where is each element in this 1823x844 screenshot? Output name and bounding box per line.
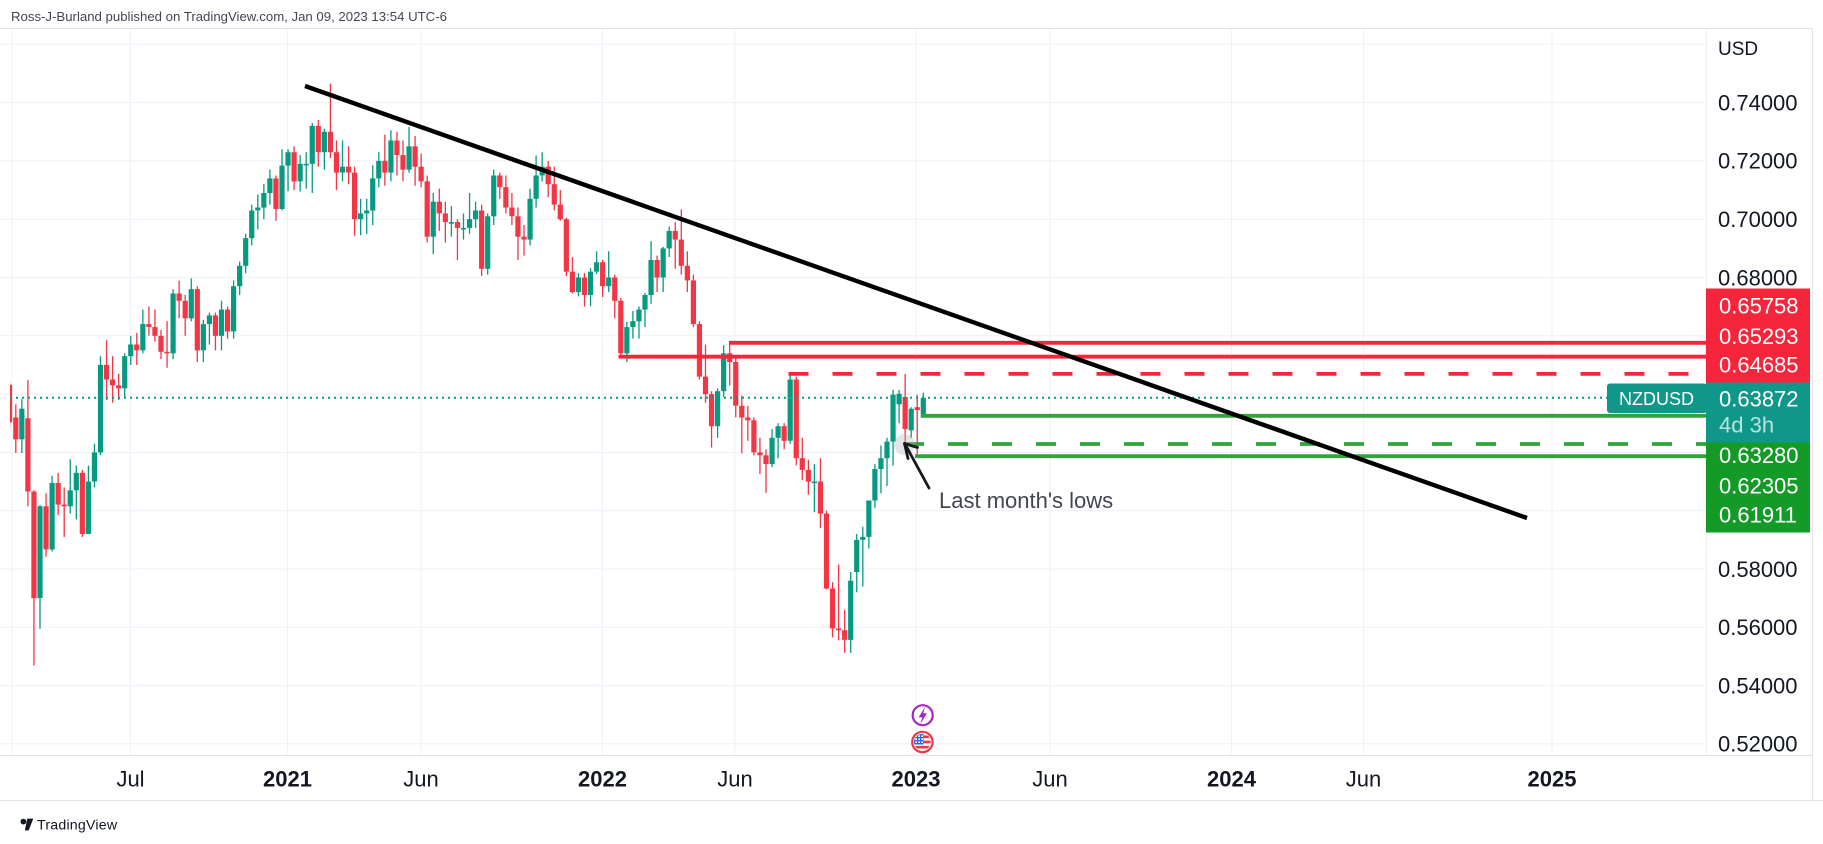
svg-text:0.65758: 0.65758 (1719, 293, 1799, 318)
svg-text:0.65293: 0.65293 (1719, 324, 1799, 349)
svg-text:Jul: Jul (116, 767, 144, 792)
svg-text:0.61911: 0.61911 (1719, 502, 1797, 527)
svg-text:0.63280: 0.63280 (1719, 443, 1799, 468)
svg-text:0.64685: 0.64685 (1719, 352, 1799, 377)
svg-text:2022: 2022 (578, 767, 627, 792)
svg-text:Jun: Jun (403, 767, 438, 792)
svg-text:0.74000: 0.74000 (1718, 90, 1798, 115)
svg-text:0.68000: 0.68000 (1718, 265, 1798, 290)
svg-text:2023: 2023 (892, 767, 941, 792)
svg-text:0.56000: 0.56000 (1718, 615, 1798, 640)
svg-text:2024: 2024 (1207, 767, 1257, 792)
svg-text:Jun: Jun (1032, 767, 1067, 792)
svg-text:0.70000: 0.70000 (1718, 207, 1798, 232)
svg-text:0.63872: 0.63872 (1719, 386, 1799, 411)
svg-text:4d 3h: 4d 3h (1719, 413, 1774, 438)
svg-text:USD: USD (1718, 39, 1758, 60)
svg-text:2021: 2021 (263, 767, 312, 792)
svg-text:2025: 2025 (1528, 767, 1577, 792)
svg-text:0.52000: 0.52000 (1718, 732, 1798, 757)
svg-text:Jun: Jun (717, 767, 752, 792)
svg-text:NZDUSD: NZDUSD (1619, 389, 1694, 409)
svg-text:Jun: Jun (1346, 767, 1381, 792)
svg-text:Last month's lows: Last month's lows (939, 488, 1113, 513)
svg-text:0.62305: 0.62305 (1719, 473, 1799, 498)
svg-text:0.58000: 0.58000 (1718, 557, 1798, 582)
svg-text:0.72000: 0.72000 (1718, 149, 1798, 174)
svg-text:Ross-J-Burland published on Tr: Ross-J-Burland published on TradingView.… (11, 9, 447, 24)
svg-text:TradingView: TradingView (37, 818, 118, 834)
svg-text:0.54000: 0.54000 (1718, 673, 1798, 698)
